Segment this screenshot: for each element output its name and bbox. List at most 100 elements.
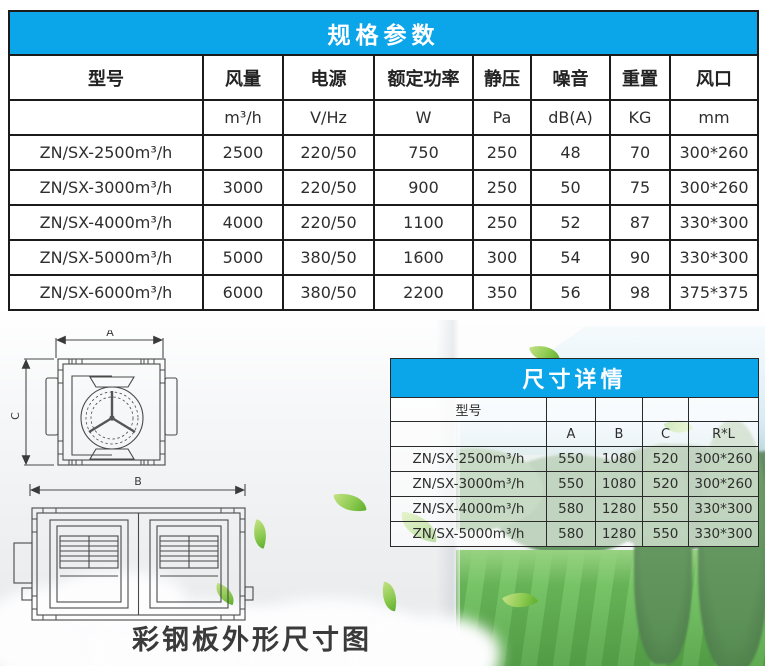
dim-cell: 300*260 bbox=[687, 446, 760, 472]
dim-row: ZN/SX-5000m³/h 580 1280 550 330*300 bbox=[390, 521, 760, 547]
dim-cell: 520 bbox=[642, 471, 689, 497]
dim-cell: 1080 bbox=[595, 471, 643, 497]
dim-cell: ZN/SX-5000m³/h bbox=[390, 521, 547, 547]
fan-front-view bbox=[13, 507, 254, 621]
dim-cell: ZN/SX-4000m³/h bbox=[390, 496, 547, 522]
spec-cell: ZN/SX-5000m³/h bbox=[8, 239, 204, 276]
unit-cell: W bbox=[373, 99, 474, 136]
spec-cell: 2500 bbox=[202, 134, 284, 171]
spec-cell: 75 bbox=[609, 169, 671, 206]
spec-cell: 300 bbox=[472, 239, 532, 276]
unit-cell: KG bbox=[609, 99, 671, 136]
spec-cell: 250 bbox=[472, 204, 532, 241]
spec-cell: 52 bbox=[530, 204, 611, 241]
dim-label-b: B bbox=[134, 475, 142, 488]
spec-cell: 3000 bbox=[202, 169, 284, 206]
unit-cell: m³/h bbox=[202, 99, 284, 136]
spec-cell: ZN/SX-4000m³/h bbox=[8, 204, 204, 241]
dim-cell: 580 bbox=[546, 521, 596, 547]
spec-cell: 330*300 bbox=[669, 204, 759, 241]
spec-row: ZN/SX-3000m³/h 3000 220/50 900 250 50 75… bbox=[8, 169, 759, 206]
dim-cell: 550 bbox=[546, 446, 596, 472]
col-header-noise: 噪音 bbox=[530, 54, 611, 101]
dim-empty-cell bbox=[642, 397, 689, 422]
dim-cell: ZN/SX-2500m³/h bbox=[390, 446, 547, 472]
dim-row: ZN/SX-4000m³/h 580 1280 550 330*300 bbox=[390, 496, 760, 522]
spec-cell: ZN/SX-3000m³/h bbox=[8, 169, 204, 206]
col-header-static-pressure: 静压 bbox=[472, 54, 532, 101]
spec-cell: 5000 bbox=[202, 239, 284, 276]
spec-cell: 50 bbox=[530, 169, 611, 206]
dim-cell: 550 bbox=[546, 471, 596, 497]
spec-cell: 90 bbox=[609, 239, 671, 276]
spec-row: ZN/SX-2500m³/h 2500 220/50 750 250 48 70… bbox=[8, 134, 759, 171]
spec-cell: 6000 bbox=[202, 274, 284, 311]
drawing-caption: 彩钢板外形尺寸图 bbox=[132, 625, 372, 656]
dim-table-title: 尺寸详情 bbox=[389, 358, 760, 398]
dim-empty-cell bbox=[687, 397, 760, 422]
spec-cell: 4000 bbox=[202, 204, 284, 241]
dimension-table: 尺寸详情 型号 A B C R*L ZN/SX-2500m³/h 550 108… bbox=[389, 358, 760, 547]
dimension-c: C bbox=[9, 358, 54, 466]
spec-cell: 1600 bbox=[373, 239, 474, 276]
spec-cell: 98 bbox=[609, 274, 671, 311]
sofa-cushion-shape bbox=[55, 572, 185, 627]
dim-row: ZN/SX-3000m³/h 550 1080 520 300*260 bbox=[390, 471, 760, 497]
spec-cell: 56 bbox=[530, 274, 611, 311]
col-header-model: 型号 bbox=[8, 54, 204, 101]
impeller-icon bbox=[88, 391, 136, 434]
dim-empty-cell bbox=[546, 397, 596, 422]
dimension-b: B bbox=[29, 475, 246, 496]
spec-cell: 380/50 bbox=[282, 274, 375, 311]
col-header-airflow: 风量 bbox=[202, 54, 284, 101]
spec-cell: 750 bbox=[373, 134, 474, 171]
dim-empty-cell bbox=[595, 397, 643, 422]
spec-cell: 375*375 bbox=[669, 274, 759, 311]
spec-table-title: 规格参数 bbox=[8, 10, 759, 56]
dim-model-header-row: 型号 bbox=[390, 397, 760, 422]
spec-cell: 220/50 bbox=[282, 169, 375, 206]
spec-row: ZN/SX-5000m³/h 5000 380/50 1600 300 54 9… bbox=[8, 239, 759, 276]
spec-cell: 350 bbox=[472, 274, 532, 311]
spec-cell: ZN/SX-6000m³/h bbox=[8, 274, 204, 311]
spec-units-row: m³/h V/Hz W Pa dB(A) KG mm bbox=[8, 99, 759, 136]
col-header-outlet: 风口 bbox=[669, 54, 759, 101]
spec-cell: 87 bbox=[609, 204, 671, 241]
unit-cell: dB(A) bbox=[530, 99, 611, 136]
spec-cell: 48 bbox=[530, 134, 611, 171]
spec-cell: 54 bbox=[530, 239, 611, 276]
unit-cell bbox=[8, 99, 204, 136]
dim-cell: ZN/SX-3000m³/h bbox=[390, 471, 547, 497]
spec-row: ZN/SX-6000m³/h 6000 380/50 2200 350 56 9… bbox=[8, 274, 759, 311]
dim-col-header-c: C bbox=[642, 421, 689, 447]
spec-cell: 900 bbox=[373, 169, 474, 206]
grille-panel bbox=[149, 519, 229, 609]
spec-title-row: 规格参数 bbox=[8, 10, 759, 56]
grille-panel bbox=[49, 519, 129, 609]
dim-cell: 330*300 bbox=[687, 521, 760, 547]
dim-label-a: A bbox=[106, 330, 114, 339]
dim-col-header-rl: R*L bbox=[687, 421, 760, 447]
spec-header-row: 型号 风量 电源 额定功率 静压 噪音 重置 风口 bbox=[8, 54, 759, 101]
dim-cell: 1080 bbox=[595, 446, 643, 472]
dim-cell: 300*260 bbox=[687, 471, 760, 497]
dim-cell: 520 bbox=[642, 446, 689, 472]
spec-cell: 220/50 bbox=[282, 134, 375, 171]
spec-cell: 220/50 bbox=[282, 204, 375, 241]
spec-row: ZN/SX-4000m³/h 4000 220/50 1100 250 52 8… bbox=[8, 204, 759, 241]
spec-cell: 300*260 bbox=[669, 169, 759, 206]
dim-cell: 550 bbox=[642, 496, 689, 522]
dim-empty-cell bbox=[390, 421, 547, 447]
sofa-shape bbox=[350, 615, 500, 666]
dim-columns-row: A B C R*L bbox=[390, 421, 760, 447]
dim-col-header-a: A bbox=[546, 421, 596, 447]
col-header-power-supply: 电源 bbox=[282, 54, 375, 101]
spec-cell: ZN/SX-2500m³/h bbox=[8, 134, 204, 171]
dim-title-row: 尺寸详情 bbox=[389, 358, 760, 398]
fan-top-view bbox=[45, 358, 178, 466]
dimension-a: A bbox=[55, 330, 164, 358]
dim-cell: 580 bbox=[546, 496, 596, 522]
dim-label-c: C bbox=[9, 412, 22, 420]
dim-col-header-model: 型号 bbox=[390, 397, 547, 422]
